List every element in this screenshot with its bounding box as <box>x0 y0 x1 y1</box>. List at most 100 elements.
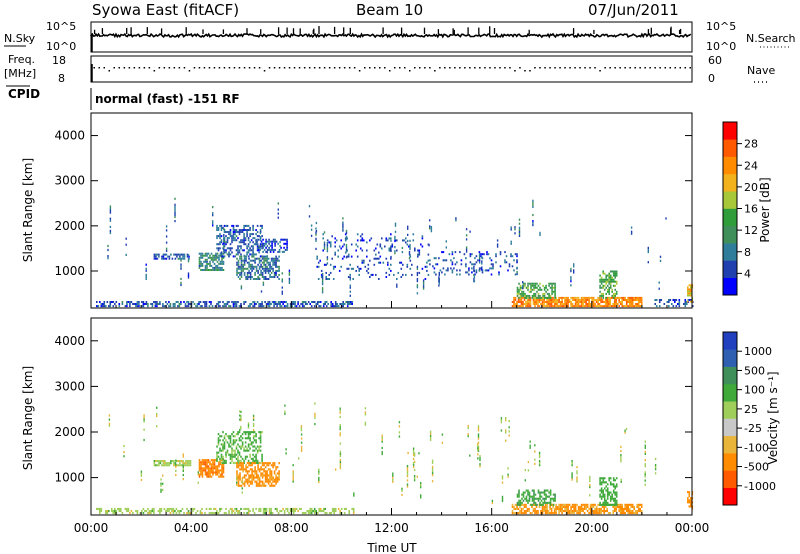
data-cell <box>570 303 572 305</box>
data-cell <box>248 257 250 260</box>
data-cell <box>517 512 520 515</box>
data-cell <box>164 464 166 467</box>
data-cell <box>147 512 149 515</box>
data-cell <box>259 507 262 510</box>
data-cell <box>495 261 497 264</box>
data-cell <box>567 505 569 508</box>
data-cell <box>273 257 276 260</box>
data-cell <box>687 497 689 500</box>
data-cell <box>252 414 255 417</box>
data-cell <box>531 294 534 297</box>
data-cell <box>159 512 161 515</box>
data-cell <box>644 440 646 443</box>
data-cell <box>487 253 490 256</box>
data-cell <box>209 469 211 472</box>
data-cell <box>260 474 262 477</box>
freq-point <box>464 67 466 69</box>
data-cell <box>518 222 521 225</box>
data-cell <box>565 505 568 508</box>
data-cell <box>198 262 201 265</box>
data-cell <box>316 512 319 515</box>
y-tick-label: 4000 <box>54 129 85 143</box>
data-cell <box>182 465 184 468</box>
data-cell <box>222 471 225 474</box>
data-cell <box>159 507 161 510</box>
data-cell <box>600 278 603 281</box>
data-cell <box>108 418 111 421</box>
data-cell <box>607 303 610 305</box>
data-cell <box>599 503 601 506</box>
data-cell <box>465 263 467 266</box>
data-cell <box>366 249 368 252</box>
data-cell <box>223 461 226 464</box>
data-cell <box>456 269 458 272</box>
data-cell <box>561 299 563 301</box>
data-cell <box>421 235 424 238</box>
data-cell <box>118 507 121 510</box>
data-cell <box>243 301 245 303</box>
data-cell <box>169 507 172 510</box>
data-cell <box>600 292 603 295</box>
data-cell <box>261 472 264 475</box>
data-cell <box>583 305 586 308</box>
data-cell <box>272 478 274 481</box>
data-cell <box>619 505 622 508</box>
freq-point <box>399 67 401 69</box>
data-cell <box>416 265 419 268</box>
data-cell <box>209 471 211 474</box>
data-cell <box>621 301 623 303</box>
data-cell <box>210 475 213 478</box>
data-cell <box>339 411 341 414</box>
data-cell <box>204 469 207 472</box>
data-cell <box>615 272 618 275</box>
data-cell <box>265 303 268 305</box>
data-cell <box>153 301 155 303</box>
data-cell <box>541 303 544 305</box>
data-cell <box>316 265 318 268</box>
data-cell <box>455 217 457 220</box>
data-cell <box>105 512 107 515</box>
data-cell <box>157 510 160 513</box>
data-cell <box>348 512 350 515</box>
data-cell <box>603 278 606 281</box>
data-cell <box>601 299 604 301</box>
data-cell <box>492 267 494 270</box>
data-cell <box>239 255 241 258</box>
data-cell <box>526 299 529 301</box>
data-cell <box>142 507 145 510</box>
data-cell <box>567 507 569 510</box>
data-cell <box>339 450 342 453</box>
data-cell <box>175 459 177 462</box>
data-cell <box>228 251 230 254</box>
data-cell <box>516 292 519 295</box>
data-cell <box>228 247 230 250</box>
data-cell <box>568 299 571 301</box>
data-cell <box>314 416 316 419</box>
data-cell <box>599 489 601 492</box>
data-cell <box>513 512 515 515</box>
data-cell <box>174 205 176 208</box>
data-cell <box>236 477 238 480</box>
data-cell <box>259 229 262 231</box>
data-cell <box>273 462 276 465</box>
data-cell <box>609 495 612 498</box>
data-cell <box>260 263 262 266</box>
data-cell <box>505 261 508 264</box>
data-cell <box>616 303 619 305</box>
data-cell <box>540 499 543 502</box>
data-cell <box>222 443 224 446</box>
data-cell <box>261 464 264 467</box>
data-cell <box>429 225 431 228</box>
data-cell <box>625 299 628 301</box>
data-cell <box>609 512 611 515</box>
data-cell <box>511 512 514 515</box>
data-cell <box>145 275 147 278</box>
data-cell <box>441 441 444 444</box>
data-cell <box>582 305 584 308</box>
data-cell <box>165 229 168 232</box>
data-cell <box>189 303 191 305</box>
data-cell <box>159 303 161 305</box>
data-cell <box>321 291 324 294</box>
data-cell <box>243 431 245 434</box>
data-cell <box>615 493 618 496</box>
